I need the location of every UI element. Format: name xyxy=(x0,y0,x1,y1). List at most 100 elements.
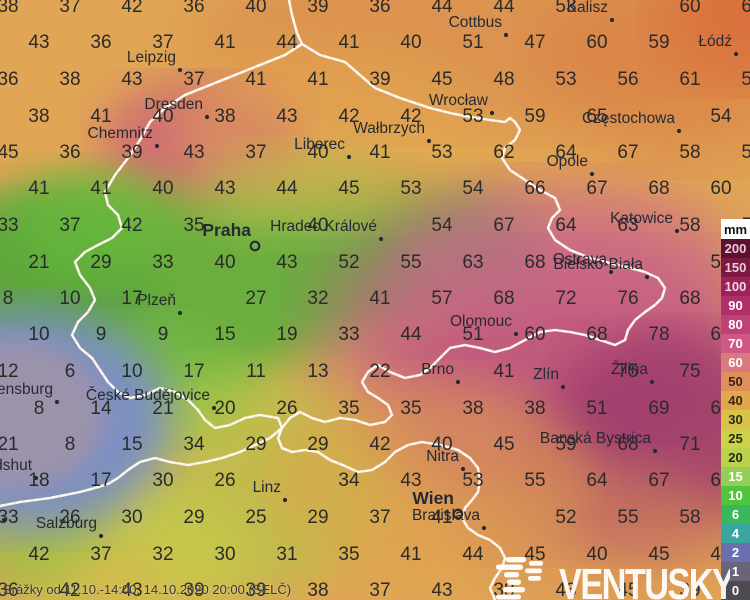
svg-text:38: 38 xyxy=(214,106,235,127)
svg-text:42: 42 xyxy=(121,0,142,17)
svg-text:60: 60 xyxy=(524,324,545,345)
svg-text:54: 54 xyxy=(462,178,484,199)
svg-text:12: 12 xyxy=(0,361,19,382)
svg-text:30: 30 xyxy=(214,544,235,565)
svg-text:25: 25 xyxy=(245,507,266,528)
svg-text:29: 29 xyxy=(245,434,266,455)
svg-text:43: 43 xyxy=(276,106,297,127)
svg-text:58: 58 xyxy=(679,507,700,528)
svg-text:53: 53 xyxy=(462,106,483,127)
svg-text:15: 15 xyxy=(214,324,235,345)
svg-text:26: 26 xyxy=(214,470,235,491)
svg-text:Olomouc: Olomouc xyxy=(450,313,512,330)
svg-text:32: 32 xyxy=(152,544,173,565)
svg-text:41: 41 xyxy=(245,69,266,90)
svg-text:68: 68 xyxy=(493,288,514,309)
svg-text:9: 9 xyxy=(96,324,107,345)
svg-text:Cottbus: Cottbus xyxy=(449,14,503,31)
svg-text:43: 43 xyxy=(276,252,297,273)
svg-text:32: 32 xyxy=(307,288,328,309)
svg-text:10: 10 xyxy=(121,361,142,382)
svg-text:Wien: Wien xyxy=(412,488,454,508)
svg-text:60: 60 xyxy=(710,178,731,199)
svg-text:Regensburg: Regensburg xyxy=(0,381,53,398)
svg-text:43: 43 xyxy=(214,178,235,199)
svg-text:36: 36 xyxy=(0,69,19,90)
svg-text:38: 38 xyxy=(524,398,545,419)
svg-text:35: 35 xyxy=(338,398,359,419)
svg-text:41: 41 xyxy=(369,142,390,163)
svg-text:36: 36 xyxy=(183,0,204,17)
svg-text:60: 60 xyxy=(741,0,750,17)
svg-text:Landshut: Landshut xyxy=(0,457,33,474)
svg-text:29: 29 xyxy=(90,252,111,273)
svg-text:38: 38 xyxy=(462,398,483,419)
svg-text:Kalisz: Kalisz xyxy=(567,0,608,16)
svg-text:63: 63 xyxy=(462,252,483,273)
svg-text:58: 58 xyxy=(679,215,700,236)
svg-text:37: 37 xyxy=(183,69,204,90)
svg-text:Banská Bystrica: Banská Bystrica xyxy=(540,430,652,447)
svg-text:37: 37 xyxy=(90,544,111,565)
svg-text:19: 19 xyxy=(276,324,297,345)
svg-text:27: 27 xyxy=(245,288,266,309)
svg-text:41: 41 xyxy=(90,178,111,199)
svg-text:67: 67 xyxy=(586,178,607,199)
svg-text:41: 41 xyxy=(214,32,235,53)
svg-text:67: 67 xyxy=(617,142,638,163)
svg-text:40: 40 xyxy=(214,252,235,273)
svg-text:52: 52 xyxy=(555,507,576,528)
svg-text:56: 56 xyxy=(617,69,638,90)
svg-text:53: 53 xyxy=(462,470,483,491)
svg-text:38: 38 xyxy=(28,106,49,127)
svg-text:37: 37 xyxy=(59,0,80,17)
svg-text:76: 76 xyxy=(617,288,638,309)
svg-text:30: 30 xyxy=(152,470,173,491)
svg-text:Hradec Králové: Hradec Králové xyxy=(270,218,377,235)
svg-text:40: 40 xyxy=(152,178,173,199)
svg-text:44: 44 xyxy=(276,32,298,53)
svg-text:České Budějovice: České Budějovice xyxy=(86,387,210,404)
svg-text:51: 51 xyxy=(462,32,483,53)
svg-text:71: 71 xyxy=(679,434,700,455)
svg-text:29: 29 xyxy=(307,434,328,455)
svg-text:Łódź: Łódź xyxy=(698,33,732,50)
svg-text:59: 59 xyxy=(648,32,669,53)
svg-text:67: 67 xyxy=(648,470,669,491)
svg-text:Zlín: Zlín xyxy=(533,366,559,383)
svg-text:53: 53 xyxy=(555,69,576,90)
svg-text:41: 41 xyxy=(28,178,49,199)
svg-text:Częstochowa: Częstochowa xyxy=(582,110,675,127)
svg-text:57: 57 xyxy=(431,288,452,309)
svg-text:Leipzig: Leipzig xyxy=(127,49,176,66)
svg-text:29: 29 xyxy=(183,507,204,528)
svg-text:Salzburg: Salzburg xyxy=(36,515,97,532)
svg-text:38: 38 xyxy=(0,0,19,17)
svg-text:41: 41 xyxy=(493,361,514,382)
svg-text:8: 8 xyxy=(65,434,76,455)
svg-text:Žilina: Žilina xyxy=(611,361,648,378)
svg-text:60: 60 xyxy=(679,0,700,17)
svg-text:38: 38 xyxy=(59,69,80,90)
svg-text:Liberec: Liberec xyxy=(294,136,345,153)
svg-text:29: 29 xyxy=(307,507,328,528)
svg-text:Dresden: Dresden xyxy=(144,96,203,113)
svg-text:34: 34 xyxy=(338,470,360,491)
svg-text:42: 42 xyxy=(369,434,390,455)
svg-text:37: 37 xyxy=(369,580,390,600)
svg-text:55: 55 xyxy=(400,252,421,273)
svg-text:53: 53 xyxy=(431,142,452,163)
svg-text:44: 44 xyxy=(462,544,484,565)
svg-text:39: 39 xyxy=(121,142,142,163)
svg-text:8: 8 xyxy=(3,288,14,309)
svg-text:35: 35 xyxy=(338,544,359,565)
svg-text:22: 22 xyxy=(369,361,390,382)
svg-text:6: 6 xyxy=(65,361,76,382)
svg-text:38: 38 xyxy=(307,580,328,600)
svg-text:69: 69 xyxy=(648,398,669,419)
svg-text:20: 20 xyxy=(214,398,235,419)
svg-text:37: 37 xyxy=(59,215,80,236)
svg-text:64: 64 xyxy=(555,215,577,236)
svg-text:Nitra: Nitra xyxy=(426,448,459,465)
svg-text:48: 48 xyxy=(493,69,514,90)
